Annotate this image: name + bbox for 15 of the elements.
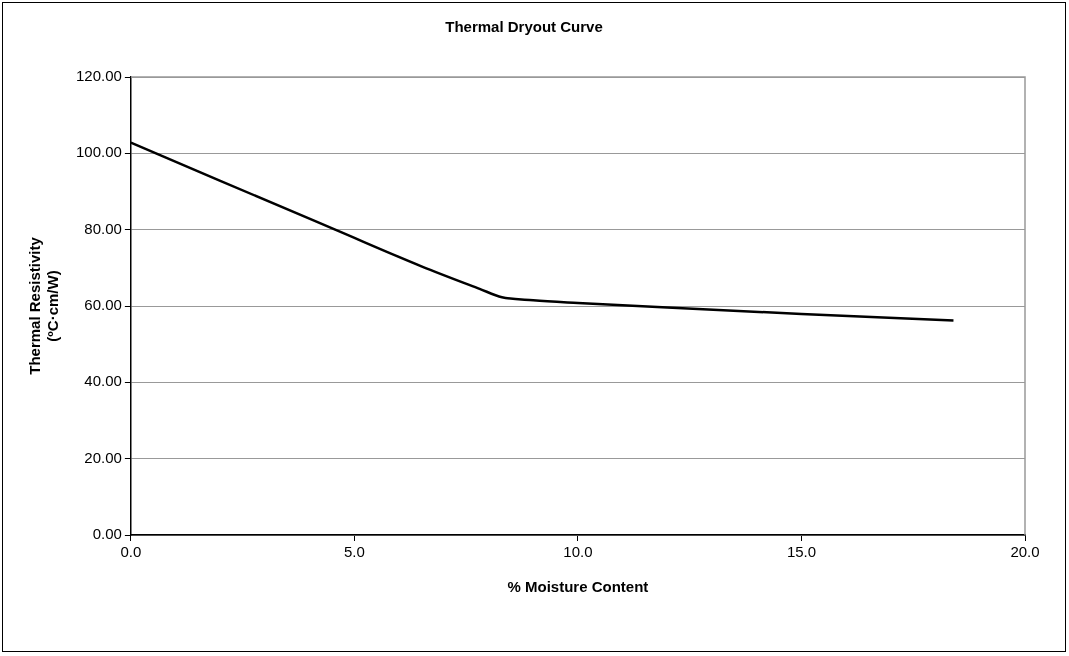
y-tick-label: 0.00 (92, 525, 122, 543)
y-tick-label: 120.00 (75, 67, 122, 85)
y-tick-label: 40.00 (84, 372, 122, 390)
x-tick-label: 20.0 (1010, 543, 1040, 561)
y-tick-label: 60.00 (84, 296, 122, 314)
y-tick-label: 80.00 (84, 219, 122, 237)
x-tick-label: 0.0 (120, 543, 142, 561)
x-tick-label: 5.0 (343, 543, 365, 561)
x-tick-label: 10.0 (563, 543, 593, 561)
y-axis-title: Thermal Resistivity (ºC·cm/W) (26, 236, 62, 375)
chart-title: Thermal Dryout Curve (445, 18, 603, 36)
y-tick-label: 20.00 (84, 448, 122, 466)
x-axis-title: % Moisture Content (507, 578, 649, 596)
x-tick-label: 15.0 (786, 543, 817, 561)
y-tick-label: 100.00 (75, 143, 122, 161)
